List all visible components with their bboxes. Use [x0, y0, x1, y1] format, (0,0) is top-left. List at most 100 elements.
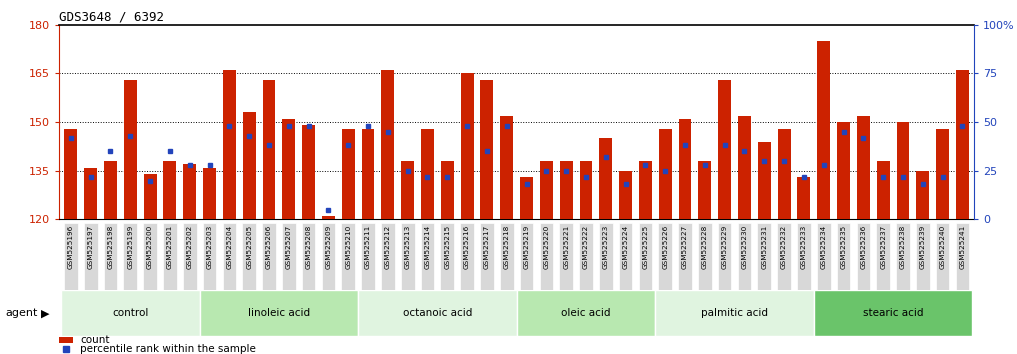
FancyBboxPatch shape	[183, 223, 196, 290]
Bar	[540, 161, 553, 219]
Text: GSM525210: GSM525210	[345, 225, 351, 269]
FancyBboxPatch shape	[877, 223, 890, 290]
Text: GSM525232: GSM525232	[781, 225, 787, 269]
Text: oleic acid: oleic acid	[561, 308, 611, 318]
Bar	[302, 125, 315, 219]
Bar	[877, 161, 890, 219]
Bar	[480, 80, 493, 219]
Text: GSM525239: GSM525239	[919, 225, 925, 269]
FancyBboxPatch shape	[737, 223, 752, 290]
Bar	[897, 122, 909, 219]
Bar	[916, 171, 930, 219]
FancyBboxPatch shape	[83, 223, 98, 290]
Bar	[342, 129, 355, 219]
FancyBboxPatch shape	[440, 223, 455, 290]
Text: GSM525217: GSM525217	[484, 225, 490, 269]
Bar	[520, 177, 533, 219]
FancyBboxPatch shape	[837, 223, 850, 290]
Text: GSM525225: GSM525225	[643, 225, 649, 269]
Text: GSM525221: GSM525221	[563, 225, 570, 269]
FancyBboxPatch shape	[104, 223, 117, 290]
FancyBboxPatch shape	[223, 223, 236, 290]
FancyBboxPatch shape	[797, 223, 811, 290]
Text: GSM525204: GSM525204	[227, 225, 232, 269]
FancyBboxPatch shape	[342, 223, 355, 290]
FancyBboxPatch shape	[698, 223, 712, 290]
FancyBboxPatch shape	[143, 223, 157, 290]
FancyBboxPatch shape	[520, 223, 533, 290]
FancyBboxPatch shape	[777, 223, 791, 290]
Text: GSM525213: GSM525213	[405, 225, 411, 269]
Bar	[461, 73, 474, 219]
Text: GSM525207: GSM525207	[286, 225, 292, 269]
Text: GSM525223: GSM525223	[603, 225, 609, 269]
Bar	[440, 161, 454, 219]
Bar	[778, 129, 790, 219]
Bar	[818, 41, 830, 219]
Text: GSM525226: GSM525226	[662, 225, 668, 269]
Bar	[104, 161, 117, 219]
FancyBboxPatch shape	[163, 223, 177, 290]
Bar	[164, 161, 176, 219]
Bar	[814, 290, 972, 336]
Text: GSM525224: GSM525224	[622, 225, 629, 269]
Text: GSM525238: GSM525238	[900, 225, 906, 269]
Text: GSM525196: GSM525196	[68, 225, 74, 269]
Bar	[655, 290, 814, 336]
Bar	[517, 290, 655, 336]
Text: GSM525198: GSM525198	[108, 225, 114, 269]
Bar	[59, 337, 73, 343]
FancyBboxPatch shape	[321, 223, 336, 290]
Bar	[619, 171, 632, 219]
Text: agent: agent	[5, 308, 38, 318]
FancyBboxPatch shape	[916, 223, 930, 290]
FancyBboxPatch shape	[658, 223, 672, 290]
Text: GSM525230: GSM525230	[741, 225, 747, 269]
Text: GDS3648 / 6392: GDS3648 / 6392	[59, 11, 164, 24]
Bar	[797, 177, 811, 219]
FancyBboxPatch shape	[758, 223, 771, 290]
FancyBboxPatch shape	[202, 223, 217, 290]
Bar	[381, 70, 395, 219]
Text: GSM525214: GSM525214	[424, 225, 430, 269]
FancyBboxPatch shape	[599, 223, 612, 290]
Text: GSM525233: GSM525233	[801, 225, 806, 269]
Bar	[199, 290, 358, 336]
Text: GSM525220: GSM525220	[543, 225, 549, 269]
FancyBboxPatch shape	[500, 223, 514, 290]
Bar	[738, 116, 751, 219]
Bar	[659, 129, 671, 219]
Text: GSM525208: GSM525208	[306, 225, 311, 269]
Text: GSM525234: GSM525234	[821, 225, 827, 269]
FancyBboxPatch shape	[896, 223, 910, 290]
Bar	[143, 174, 157, 219]
Bar	[639, 161, 652, 219]
Text: control: control	[112, 308, 148, 318]
Text: GSM525199: GSM525199	[127, 225, 133, 269]
Text: ▶: ▶	[41, 308, 49, 318]
FancyBboxPatch shape	[401, 223, 415, 290]
Text: count: count	[80, 335, 110, 345]
Text: GSM525218: GSM525218	[503, 225, 510, 269]
Text: GSM525237: GSM525237	[880, 225, 886, 269]
Text: GSM525205: GSM525205	[246, 225, 252, 269]
Bar	[223, 70, 236, 219]
Bar	[84, 167, 98, 219]
FancyBboxPatch shape	[639, 223, 652, 290]
Bar	[362, 129, 374, 219]
FancyBboxPatch shape	[956, 223, 969, 290]
Bar	[322, 216, 335, 219]
Bar	[699, 161, 711, 219]
Bar	[64, 129, 77, 219]
Text: GSM525203: GSM525203	[206, 225, 213, 269]
Bar	[718, 80, 731, 219]
Bar	[262, 80, 276, 219]
FancyBboxPatch shape	[123, 223, 137, 290]
Text: GSM525202: GSM525202	[187, 225, 193, 269]
FancyBboxPatch shape	[361, 223, 375, 290]
Text: GSM525231: GSM525231	[762, 225, 767, 269]
Bar	[358, 290, 517, 336]
FancyBboxPatch shape	[461, 223, 474, 290]
Text: GSM525212: GSM525212	[384, 225, 391, 269]
Bar	[61, 290, 199, 336]
